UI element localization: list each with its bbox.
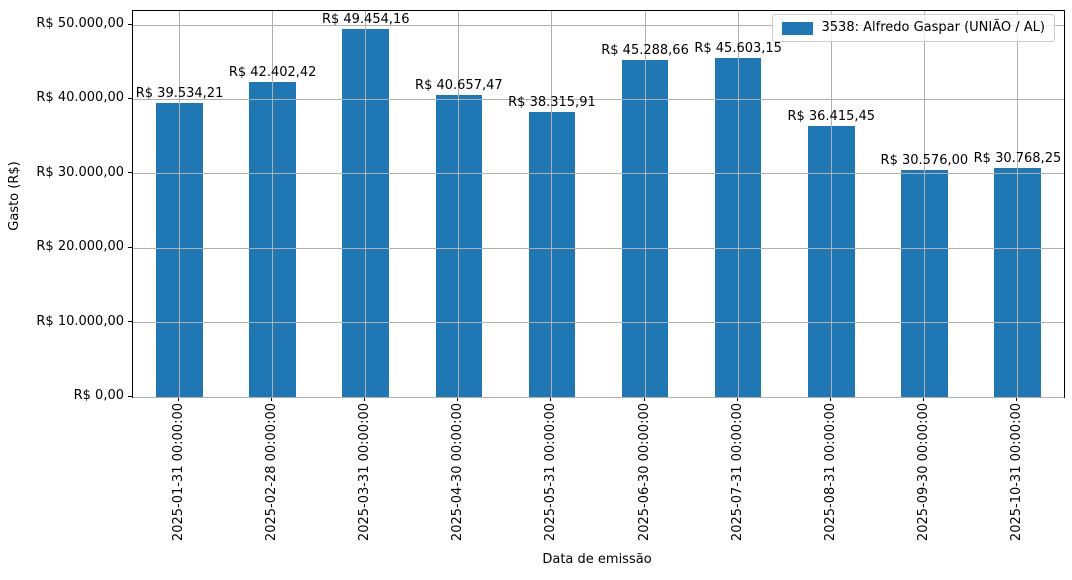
bar-value-label: R$ 42.402,42 [228, 64, 317, 80]
y-tick-label: R$ 50.000,00 [36, 16, 124, 31]
h-gridline [133, 173, 1064, 175]
v-gridline [737, 11, 739, 397]
v-gridline [644, 11, 646, 397]
h-gridline [133, 322, 1064, 324]
x-tick-label: 2025-07-31 00:00:00 [729, 403, 745, 542]
bar-value-label: R$ 36.415,45 [787, 109, 876, 125]
v-gridline [923, 11, 925, 397]
x-tick-mark [1015, 397, 1017, 401]
bar-value-label: R$ 38.315,91 [508, 94, 596, 110]
y-tick-mark [128, 395, 132, 397]
x-tick-mark [364, 397, 366, 401]
bar-value-label: R$ 39.534,21 [135, 85, 224, 101]
plot-area: R$ 39.534,21 R$ 42.402,42 R$ 49.454,16 R$ 4… [132, 10, 1065, 398]
y-tick-mark [128, 23, 132, 25]
y-tick-label: R$ 0,00 [73, 388, 124, 403]
y-tick-label: R$ 20.000,00 [36, 239, 124, 255]
x-tick-label: 2025-08-31 00:00:00 [822, 403, 838, 542]
x-tick-label: 2025-01-31 00:00:00 [171, 403, 187, 542]
v-gridline [1016, 11, 1018, 397]
x-tick-mark [736, 397, 738, 401]
h-gridline [133, 98, 1064, 100]
x-tick-label: 2025-09-30 00:00:00 [915, 403, 931, 542]
x-tick-mark [643, 397, 645, 401]
y-tick-mark [128, 246, 132, 248]
h-gridline [133, 247, 1064, 249]
bar-value-label: R$ 30.576,00 [880, 152, 969, 168]
y-tick-label: R$ 40.000,00 [36, 90, 124, 106]
v-gridline [365, 11, 367, 397]
v-gridline [179, 11, 181, 397]
x-tick-mark [271, 397, 273, 401]
bar-value-label: R$ 49.454,16 [321, 12, 410, 28]
h-gridline [133, 24, 1064, 26]
x-tick-label: 2025-04-30 00:00:00 [450, 403, 466, 542]
x-tick-mark [550, 397, 552, 401]
x-tick-label: 2025-02-28 00:00:00 [264, 403, 280, 542]
x-tick-label: 2025-06-30 00:00:00 [636, 403, 652, 542]
x-tick-mark [922, 397, 924, 401]
legend: 3538: Alfredo Gaspar (UNIÃO / AL) [771, 14, 1055, 42]
y-tick-mark [128, 97, 132, 99]
y-tick-label: R$ 10.000,00 [36, 313, 124, 329]
x-tick-mark [457, 397, 459, 401]
bar-value-label: R$ 45.288,66 [601, 43, 689, 59]
h-gridline [133, 396, 1064, 398]
bar-value-label: R$ 45.603,15 [694, 40, 782, 56]
legend-color-swatch [781, 21, 813, 35]
x-tick-label: 2025-10-31 00:00:00 [1008, 403, 1024, 542]
y-tick-mark [128, 321, 132, 323]
x-tick-mark [829, 397, 831, 401]
x-axis-label: Data de emissão [542, 552, 652, 567]
x-tick-label: 2025-05-31 00:00:00 [543, 403, 559, 542]
v-gridline [551, 11, 553, 397]
v-gridline [458, 11, 460, 397]
bar-value-label: R$ 40.657,47 [415, 77, 503, 93]
v-gridline [830, 11, 832, 397]
y-tick-label: R$ 30.000,00 [36, 164, 124, 180]
bar-value-label: R$ 30.768,25 [973, 151, 1062, 167]
legend-label: 3538: Alfredo Gaspar (UNIÃO / AL) [821, 20, 1045, 35]
y-tick-mark [128, 172, 132, 174]
x-tick-mark [178, 397, 180, 401]
x-tick-label: 2025-03-31 00:00:00 [357, 403, 373, 542]
v-gridline [272, 11, 274, 397]
